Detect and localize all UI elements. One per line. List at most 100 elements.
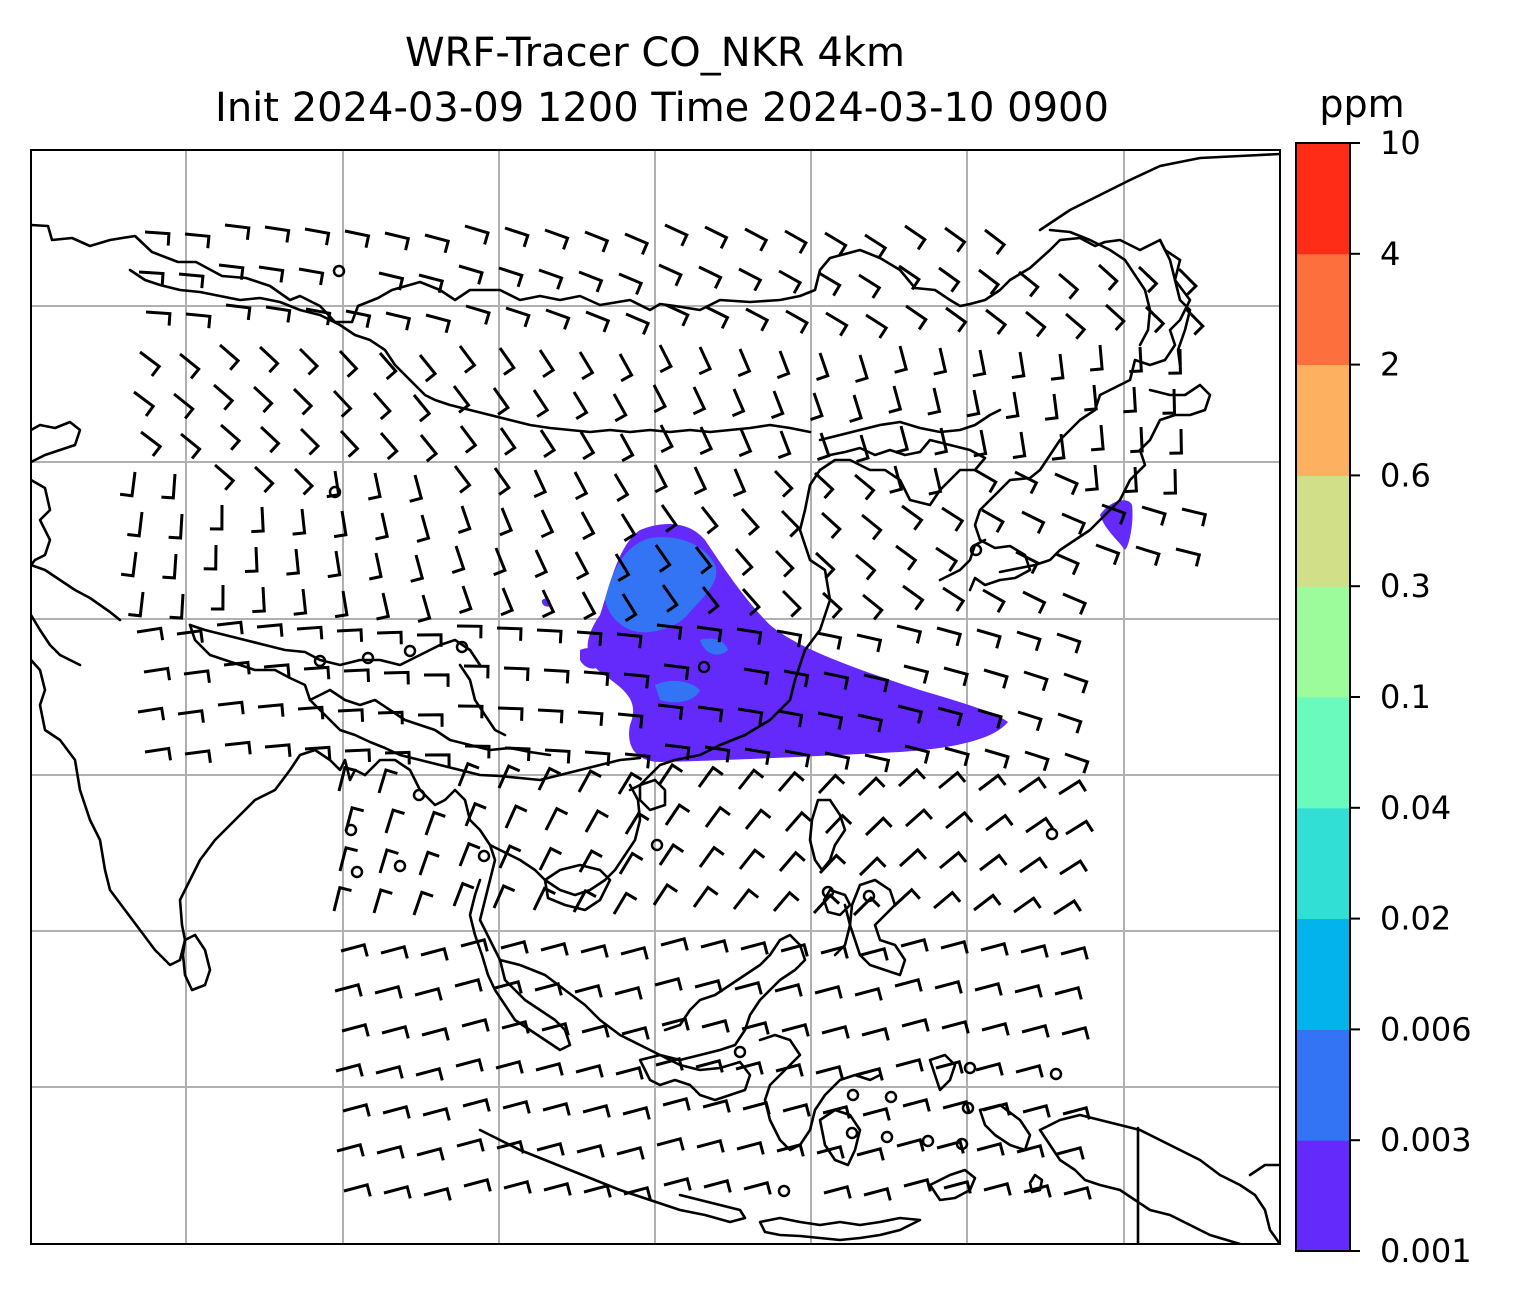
wind-barb bbox=[1025, 310, 1047, 338]
wind-barb bbox=[579, 431, 596, 461]
wind-barb bbox=[897, 767, 927, 788]
wind-barb bbox=[704, 805, 731, 828]
wind-barb bbox=[583, 670, 610, 687]
wind-barb bbox=[217, 700, 245, 715]
wind-barb bbox=[143, 666, 171, 681]
wind-barb bbox=[258, 345, 280, 374]
wind-barb bbox=[303, 665, 331, 680]
wind-barb bbox=[623, 672, 650, 689]
plume-level-0.003-c bbox=[700, 638, 728, 655]
wind-barb bbox=[180, 432, 202, 460]
wind-barb bbox=[983, 668, 1009, 689]
wind-barb bbox=[816, 1144, 845, 1159]
wind-barb bbox=[499, 507, 514, 537]
wind-barb bbox=[572, 391, 589, 420]
wind-barb bbox=[133, 390, 156, 417]
calm-wind-marker bbox=[961, 1101, 975, 1115]
wind-barb bbox=[778, 269, 803, 294]
wind-barb bbox=[657, 762, 684, 786]
wind-barb bbox=[417, 594, 432, 623]
wind-barb bbox=[614, 553, 631, 582]
wind-barb bbox=[974, 981, 1003, 996]
calm-wind-marker bbox=[412, 788, 426, 802]
wind-barb bbox=[985, 308, 1008, 336]
wind-barb bbox=[975, 1061, 1004, 1076]
wind-barb bbox=[139, 350, 162, 377]
wind-barb bbox=[584, 230, 610, 253]
wind-barb bbox=[901, 1017, 930, 1032]
wind-barb bbox=[457, 761, 480, 787]
wind-barb bbox=[576, 630, 603, 646]
wind-barb bbox=[536, 628, 563, 644]
wind-barb bbox=[654, 976, 683, 991]
wind-barb bbox=[825, 311, 849, 337]
wind-barb bbox=[372, 392, 392, 421]
wind-barb bbox=[777, 770, 805, 792]
wind-barb bbox=[412, 394, 432, 423]
wind-barb bbox=[1058, 779, 1087, 796]
wind-barb bbox=[377, 710, 404, 725]
wind-barb bbox=[538, 349, 556, 378]
title-line-1: WRF-Tracer CO_NKR 4km bbox=[405, 30, 905, 76]
wind-barb bbox=[422, 1106, 451, 1121]
wind-barb bbox=[209, 504, 224, 531]
wind-barb bbox=[738, 267, 763, 292]
wind-barb bbox=[340, 942, 369, 957]
wind-barb bbox=[335, 1062, 364, 1077]
wind-barb bbox=[785, 309, 809, 334]
wind-barb bbox=[1024, 750, 1050, 772]
wind-barb bbox=[622, 1105, 651, 1120]
wind-barb bbox=[341, 1022, 370, 1037]
wind-barb bbox=[304, 745, 332, 760]
wind-barb bbox=[414, 986, 443, 1001]
wind-barb bbox=[693, 466, 708, 496]
wind-barb bbox=[458, 841, 481, 867]
wind-barb bbox=[581, 1023, 610, 1038]
wind-barb bbox=[458, 264, 484, 285]
wind-barb bbox=[286, 548, 301, 576]
title-line-2: Init 2024-03-09 1200 Time 2024-03-10 090… bbox=[215, 85, 1109, 131]
wind-barb bbox=[983, 1181, 1012, 1196]
wind-barb bbox=[744, 808, 772, 830]
wind-barb bbox=[617, 771, 643, 795]
wind-barb bbox=[1061, 512, 1087, 535]
wind-barb bbox=[144, 230, 171, 246]
wind-barb bbox=[298, 347, 320, 376]
wind-barb bbox=[732, 887, 760, 910]
wind-barb bbox=[497, 764, 521, 789]
wind-barb bbox=[367, 472, 382, 501]
wind-barb bbox=[1017, 710, 1043, 732]
wind-barb bbox=[943, 1179, 972, 1194]
wind-barb bbox=[176, 629, 204, 643]
coastlines bbox=[31, 152, 1280, 1244]
calm-wind-marker bbox=[880, 1130, 894, 1144]
wind-barb bbox=[381, 1024, 410, 1039]
wind-barb bbox=[1056, 632, 1082, 654]
wind-barb bbox=[736, 1140, 765, 1155]
wind-barb bbox=[655, 1056, 684, 1071]
wind-barb bbox=[1177, 267, 1199, 296]
wind-barb bbox=[545, 308, 571, 330]
wind-barb bbox=[625, 312, 651, 335]
wind-barb bbox=[332, 389, 353, 418]
wind-barb bbox=[692, 885, 719, 908]
wind-barb bbox=[616, 632, 643, 649]
wind-barb bbox=[656, 1136, 685, 1151]
wind-barb bbox=[1124, 466, 1138, 494]
colorbar: ppm 0.001 0.003 0.006 0.02 0.04 0.1 0.3 0.6 2 4 10 bbox=[1295, 82, 1472, 1270]
wind-barb bbox=[1019, 856, 1048, 874]
calm-wind-marker bbox=[332, 264, 346, 278]
wind-barb bbox=[780, 509, 801, 538]
wind-barb bbox=[696, 1138, 725, 1153]
wind-barb bbox=[337, 765, 357, 792]
wind-barb bbox=[941, 1019, 970, 1034]
wind-barb bbox=[977, 708, 1003, 729]
wind-barb bbox=[1090, 424, 1105, 452]
wind-barb bbox=[624, 232, 650, 255]
wind-barb bbox=[658, 842, 685, 866]
wind-barb bbox=[1137, 265, 1159, 294]
wind-barb bbox=[464, 744, 491, 759]
wind-barb bbox=[416, 633, 443, 647]
wind-barb bbox=[824, 813, 853, 835]
wind-barb bbox=[297, 705, 325, 720]
